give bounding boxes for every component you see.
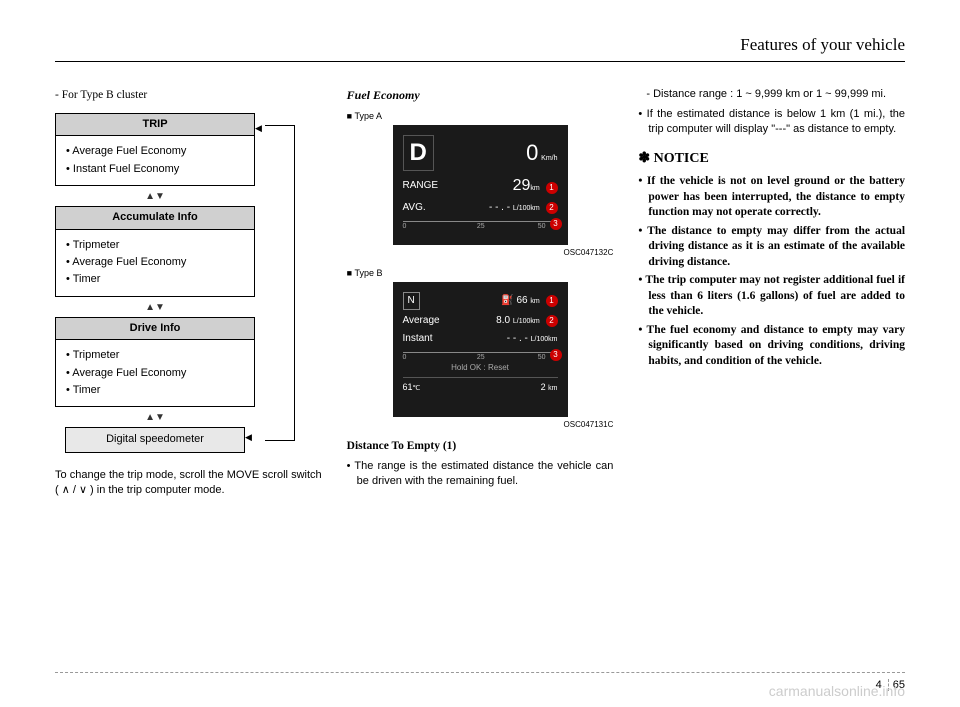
fuel-economy-heading: Fuel Economy	[347, 87, 614, 104]
trip-box: TRIP • Average Fuel Economy • Instant Fu…	[55, 113, 255, 186]
image-code-a: OSC047132C	[347, 247, 614, 258]
accumulate-box: Accumulate Info • Tripmeter • Average Fu…	[55, 206, 255, 297]
marker-1-icon: 1	[546, 295, 558, 307]
avg-unit: L/100km	[513, 318, 540, 325]
scale-left: 0	[403, 222, 407, 232]
col1-body-text: To change the trip mode, scroll the MOVE…	[55, 468, 322, 498]
box-item: • Average Fuel Economy	[66, 255, 244, 270]
box-body: • Tripmeter • Average Fuel Economy • Tim…	[56, 230, 254, 296]
box-header: Drive Info	[56, 318, 254, 340]
box-header: Accumulate Info	[56, 207, 254, 229]
instant-label: Instant	[403, 332, 433, 346]
scale-mid: 25	[477, 353, 485, 363]
box-body: • Tripmeter • Average Fuel Economy • Tim…	[56, 340, 254, 406]
range-unit: km	[530, 185, 539, 192]
bottom-row: 61℃ 2 km	[403, 377, 558, 394]
range-label: RANGE	[403, 179, 439, 193]
scale-right: 50	[538, 222, 546, 232]
avg-label: Average	[403, 314, 440, 328]
notice-item: • The distance to empty may differ from …	[638, 224, 905, 271]
range-bullet: - Distance range : 1 ~ 9,999 km or 1 ~ 9…	[638, 87, 905, 102]
box-item: • Tripmeter	[66, 348, 244, 363]
box-item: • Timer	[66, 383, 244, 398]
box-item: • Instant Fuel Economy	[66, 162, 244, 177]
marker-3-icon: 3	[550, 349, 562, 361]
scale-mid: 25	[477, 222, 485, 232]
instant-value: - - . -	[507, 333, 528, 344]
box-item: • Tripmeter	[66, 238, 244, 253]
avg-label: AVG.	[403, 201, 426, 215]
dist-value: 2	[541, 382, 546, 392]
instant-unit: L/100km	[531, 336, 558, 343]
content-columns: - For Type B cluster ◀ ◀ TRIP • Average …	[55, 87, 905, 497]
fuel-value: 66	[516, 295, 527, 306]
updown-arrow-icon: ▲▼	[55, 299, 255, 317]
notice-item: • The fuel economy and distance to empty…	[638, 323, 905, 370]
box-item: • Timer	[66, 272, 244, 287]
loop-arrow-icon: ◀	[255, 122, 262, 135]
estimate-bullet: • If the estimated distance is below 1 k…	[638, 107, 905, 137]
type-b-label: ■ Type B	[347, 267, 614, 280]
notice-heading: NOTICE	[638, 149, 905, 169]
speed-value: 0	[526, 140, 538, 165]
box-body: • Average Fuel Economy • Instant Fuel Ec…	[56, 136, 254, 185]
type-a-label: ■ Type A	[347, 110, 614, 123]
avg-value: 8.0	[496, 315, 510, 326]
fuel-icon: ⛽	[501, 295, 513, 306]
page-footer: 465	[55, 672, 905, 677]
box-item: • Average Fuel Economy	[66, 144, 244, 159]
display-type-b: N ⛽ 66 km 1 Average 8.0 L/100km 2 Instan…	[393, 282, 568, 417]
page-header: Features of your vehicle	[55, 35, 905, 62]
notice-item: • If the vehicle is not on level ground …	[638, 174, 905, 221]
avg-value: - - . -	[489, 202, 510, 213]
gear-indicator: N	[403, 292, 420, 310]
marker-3-icon: 3	[550, 218, 562, 230]
column-3: - Distance range : 1 ~ 9,999 km or 1 ~ 9…	[638, 87, 905, 497]
avg-unit: L/100km	[513, 205, 540, 212]
marker-2-icon: 2	[546, 202, 558, 214]
updown-arrow-icon: ▲▼	[55, 409, 255, 427]
image-code-b: OSC047131C	[347, 419, 614, 430]
notice-item: • The trip computer may not register add…	[638, 273, 905, 320]
display-type-a: D 0 Km/h RANGE 29km 1 AVG. - - . - L/100…	[393, 125, 568, 245]
dist-unit: km	[548, 385, 557, 392]
range-value: 29	[513, 177, 531, 194]
scale-left: 0	[403, 353, 407, 363]
distance-to-empty-heading: Distance To Empty (1)	[347, 438, 614, 454]
column-1: - For Type B cluster ◀ ◀ TRIP • Average …	[55, 87, 322, 497]
scale-right: 50	[538, 353, 546, 363]
distance-bullet: • The range is the estimated distance th…	[347, 459, 614, 489]
box-header: TRIP	[56, 114, 254, 136]
fuel-unit: km	[530, 298, 539, 305]
updown-arrow-icon: ▲▼	[55, 188, 255, 206]
scale-bar: 0 25 50 3	[403, 352, 558, 360]
loop-line	[265, 125, 295, 441]
flow-diagram: ◀ ◀ TRIP • Average Fuel Economy • Instan…	[55, 113, 295, 453]
marker-2-icon: 2	[546, 315, 558, 327]
watermark: carmanualsonline.info	[769, 683, 905, 699]
box-item: • Average Fuel Economy	[66, 366, 244, 381]
marker-1-icon: 1	[546, 182, 558, 194]
col1-subtitle: - For Type B cluster	[55, 87, 322, 103]
gear-indicator: D	[403, 135, 434, 171]
hold-reset-label: Hold OK : Reset	[403, 362, 558, 373]
loop-arrow-icon: ◀	[245, 431, 252, 444]
driveinfo-box: Drive Info • Tripmeter • Average Fuel Ec…	[55, 317, 255, 408]
scale-bar: 0 25 50 3	[403, 221, 558, 229]
speed-unit: Km/h	[541, 155, 557, 162]
temp-unit: ℃	[413, 385, 421, 392]
temp-value: 61	[403, 382, 413, 392]
speedometer-box: Digital speedometer	[65, 427, 245, 452]
column-2: Fuel Economy ■ Type A D 0 Km/h RANGE 29k…	[347, 87, 614, 497]
